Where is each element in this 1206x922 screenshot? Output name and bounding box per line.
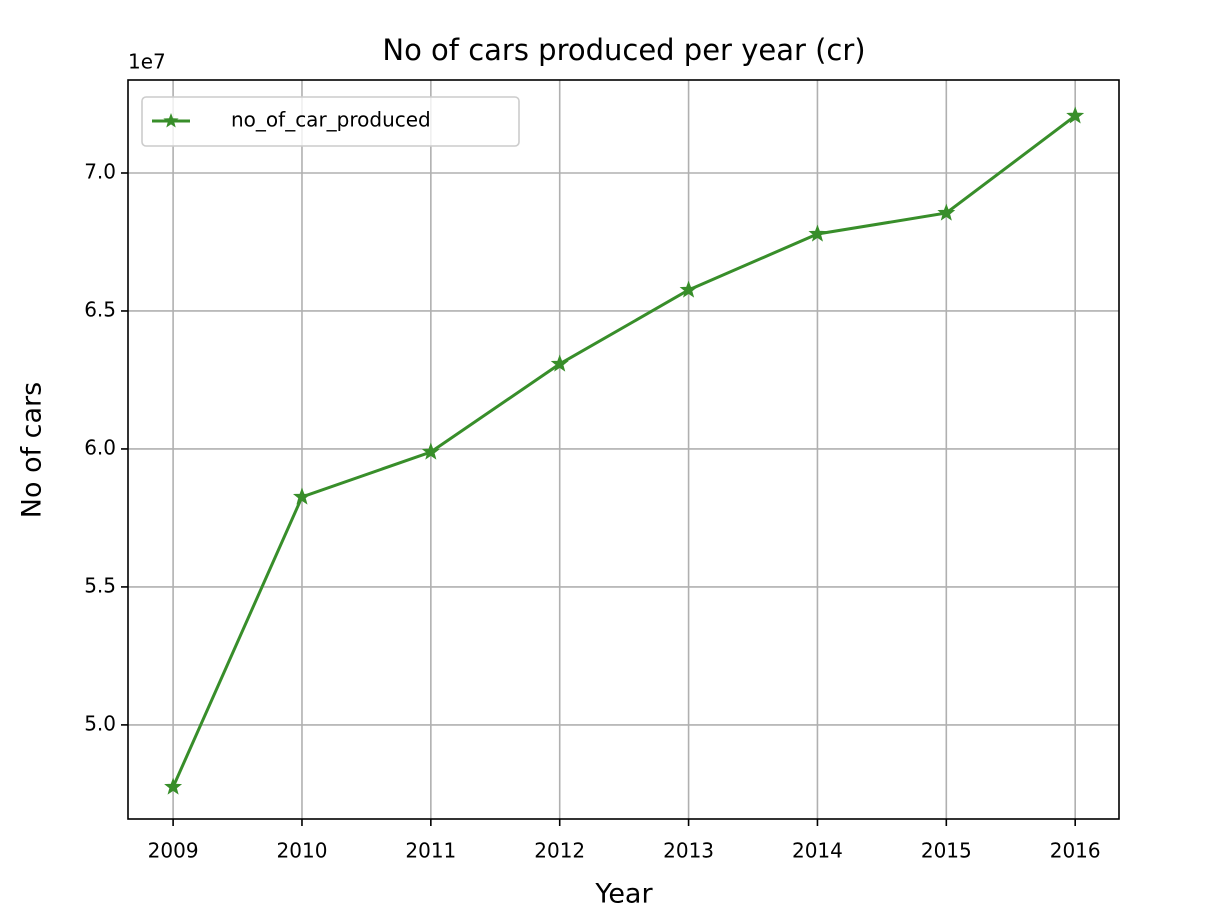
data-point [808,224,827,242]
data-point [679,280,698,298]
legend: no_of_car_produced [141,96,520,147]
y-tick-label: 6.5 [84,297,116,321]
x-tick-label: 2010 [277,839,328,863]
plot-frame [127,79,1120,820]
y-tick-label: 5.0 [84,711,116,735]
data-point [292,487,311,505]
x-tick-label: 2013 [663,839,714,863]
y-tick-label: 5.5 [84,573,116,597]
x-tick-label: 2014 [792,839,843,863]
y-tick-label: 7.0 [84,159,116,183]
x-tick-label: 2016 [1050,839,1101,863]
y-tick-label: 6.0 [84,435,116,459]
y-offset-text: 1e7 [128,50,166,74]
x-tick-label: 2011 [405,839,456,863]
data-point [164,777,183,795]
chart-title: No of cars produced per year (cr) [382,33,865,67]
legend-label: no_of_car_produced [231,108,431,132]
data-point [550,354,569,372]
x-axis-label: Year [594,879,653,910]
data-point [937,203,956,221]
y-axis-label: No of cars [17,382,48,518]
data-point [421,442,440,460]
data-point [1066,106,1085,124]
x-tick-label: 2015 [921,839,972,863]
x-tick-label: 2009 [148,839,199,863]
series-line [171,114,1077,788]
legend-marker [163,113,179,128]
legend-frame [141,96,520,147]
x-tick-label: 2012 [534,839,585,863]
